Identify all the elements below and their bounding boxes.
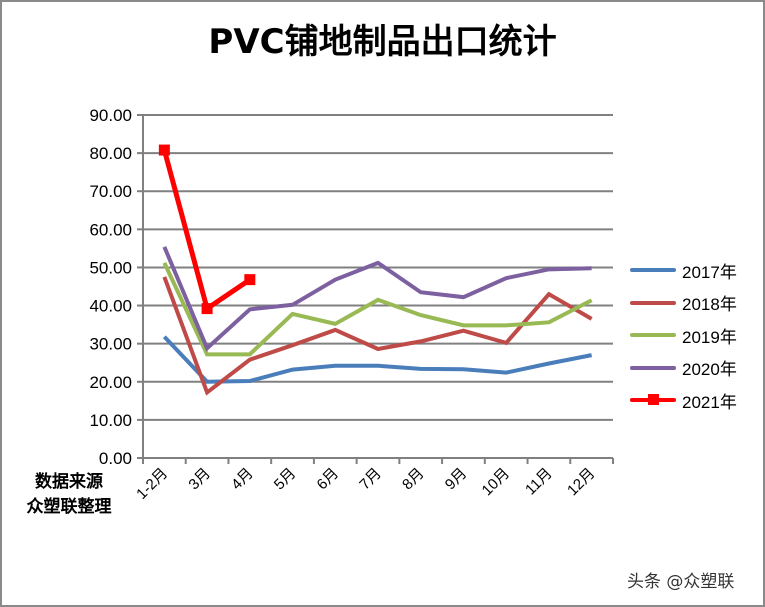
y-tick-label: 80.00 bbox=[89, 144, 132, 163]
source-note: 数据来源 众塑联整理 bbox=[14, 470, 124, 520]
data-point-marker bbox=[158, 144, 170, 156]
legend-label: 2018年 bbox=[682, 295, 737, 315]
y-tick-label: 70.00 bbox=[89, 182, 132, 201]
x-tick-label: 5月 bbox=[271, 465, 300, 494]
series-line-2019年 bbox=[162, 262, 593, 357]
legend-item: 2021年 bbox=[630, 384, 737, 417]
y-tick-label: 50.00 bbox=[89, 258, 132, 277]
source-line-1: 数据来源 bbox=[35, 472, 103, 492]
x-tick-label: 12月 bbox=[564, 465, 598, 499]
legend-item: 2019年 bbox=[630, 319, 737, 352]
watermark: 头条 @众塑联 bbox=[627, 572, 735, 592]
legend-item: 2017年 bbox=[630, 254, 737, 287]
legend-line-icon bbox=[630, 365, 676, 370]
y-tick-label: 30.00 bbox=[89, 335, 132, 354]
axes bbox=[142, 115, 613, 459]
source-line-2: 众塑联整理 bbox=[26, 497, 112, 517]
y-tick-label: 10.00 bbox=[89, 411, 132, 430]
y-tick-label: 60.00 bbox=[89, 220, 132, 239]
x-axis-ticks: 1-2月 3月 4月 5月 6月 7月 8月 9月 10月 11月 12月 bbox=[133, 458, 614, 503]
x-tick-label: 9月 bbox=[442, 465, 471, 494]
y-tick-label: 20.00 bbox=[89, 373, 132, 392]
y-tick-label: 40.00 bbox=[89, 297, 132, 316]
series-line-2017年 bbox=[162, 335, 593, 384]
legend-label: 2017年 bbox=[682, 262, 737, 282]
series-line-2018年 bbox=[162, 276, 593, 396]
x-tick-label: 6月 bbox=[314, 465, 343, 494]
legend-label: 2020年 bbox=[682, 360, 737, 380]
x-tick-label: 1-2月 bbox=[133, 465, 171, 503]
x-tick-label: 8月 bbox=[399, 465, 428, 494]
legend-label: 2019年 bbox=[682, 327, 737, 347]
y-tick-label: 90.00 bbox=[89, 106, 132, 125]
data-point-marker bbox=[201, 303, 213, 315]
series-line-2020年 bbox=[162, 246, 592, 352]
legend-line-icon bbox=[630, 300, 676, 305]
chart-title: PVC铺地制品出口统计 bbox=[208, 22, 557, 62]
legend-item: 2020年 bbox=[630, 352, 737, 385]
x-tick-label: 10月 bbox=[479, 465, 513, 499]
legend: 2017年 2018年 2019年 2020年 2021年 bbox=[630, 254, 737, 417]
square-marker-icon bbox=[648, 394, 659, 406]
data-series bbox=[158, 144, 593, 396]
x-tick-label: 3月 bbox=[185, 465, 214, 494]
x-tick-label: 4月 bbox=[228, 465, 257, 494]
legend-line-icon bbox=[630, 394, 676, 406]
x-tick-label: 7月 bbox=[356, 465, 385, 494]
legend-line-icon bbox=[630, 333, 676, 338]
legend-line-icon bbox=[630, 268, 676, 273]
legend-label: 2021年 bbox=[682, 392, 737, 412]
gridlines bbox=[143, 114, 613, 421]
y-axis-ticks: 0.00 10.00 20.00 30.00 40.00 50.00 60.00 70.00 8… bbox=[89, 106, 143, 468]
x-tick-label: 11月 bbox=[522, 465, 556, 499]
legend-item: 2018年 bbox=[630, 287, 737, 320]
data-point-marker bbox=[244, 274, 256, 286]
y-tick-label: 0.00 bbox=[99, 449, 132, 468]
